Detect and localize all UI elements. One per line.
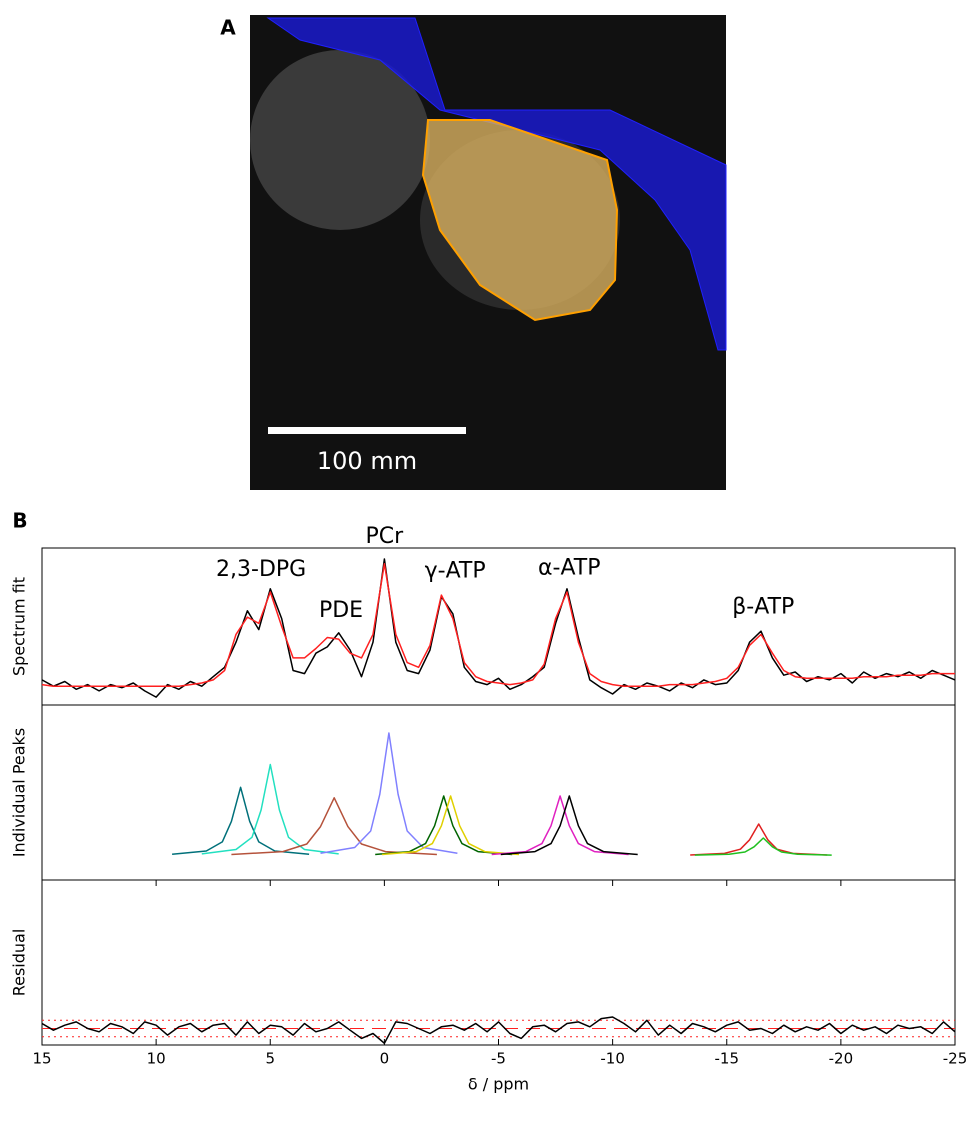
x-tick-label: -15	[715, 1050, 740, 1068]
x-tick-label: -25	[943, 1050, 968, 1068]
y-axis-label: Spectrum fit	[10, 577, 29, 676]
panel-label: A	[220, 16, 236, 40]
x-tick-label: -10	[600, 1050, 625, 1068]
x-tick-label: 0	[380, 1050, 390, 1068]
x-axis-label: δ / ppm	[468, 1075, 529, 1094]
spectrum-line	[42, 559, 955, 697]
peak-label: α-ATP	[538, 555, 601, 580]
plot-frame	[42, 548, 955, 705]
mri-image: 100 mm	[250, 15, 726, 490]
y-axis-label: Residual	[10, 929, 29, 997]
panel-label: B	[12, 509, 27, 533]
peak-label: PCr	[366, 524, 405, 549]
spectrum-line	[690, 824, 827, 855]
y-axis-label: Individual Peaks	[10, 728, 29, 857]
peak-label: PDE	[319, 598, 363, 623]
x-tick-label: -5	[491, 1050, 506, 1068]
peak-label: γ-ATP	[425, 559, 486, 584]
spectrum-line	[382, 796, 519, 855]
x-tick-label: -20	[829, 1050, 854, 1068]
spectrum-line	[375, 796, 512, 855]
figure: 100 mm A B Spectrum fit 2,3-DPG PDE PCr γ-AT…	[0, 0, 969, 1124]
x-tick-label: 15	[32, 1050, 51, 1068]
scale-bar	[268, 427, 466, 434]
scale-bar-label: 100 mm	[317, 447, 417, 475]
page: 100 mm A B Spectrum fit 2,3-DPG PDE PCr γ-AT…	[0, 0, 969, 1124]
x-tick-label: 5	[265, 1050, 275, 1068]
peak-label: 2,3-DPG	[216, 557, 306, 582]
x-tick-label: 10	[147, 1050, 166, 1068]
spectrum-line	[42, 564, 955, 687]
peak-label: β-ATP	[732, 595, 794, 620]
spectrum-line	[695, 838, 832, 855]
spectrum-line	[172, 787, 309, 854]
